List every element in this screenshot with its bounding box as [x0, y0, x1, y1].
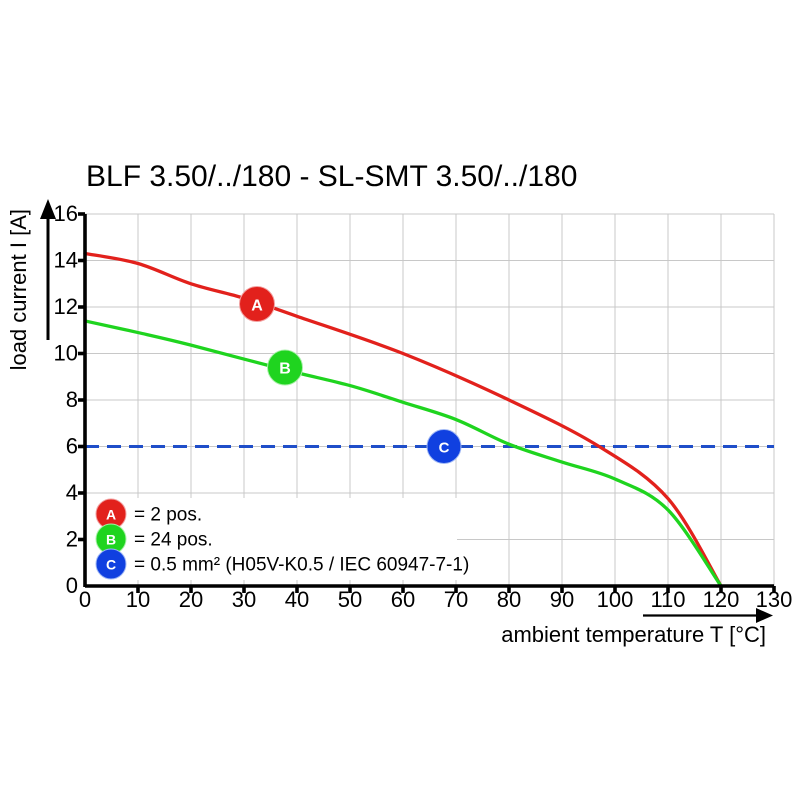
- svg-text:20: 20: [179, 587, 203, 612]
- svg-text:14: 14: [54, 248, 78, 273]
- svg-text:120: 120: [703, 587, 740, 612]
- svg-text:40: 40: [285, 587, 309, 612]
- svg-text:= 0.5 mm² (H05V-K0.5 / IEC 609: = 0.5 mm² (H05V-K0.5 / IEC 60947-7-1): [134, 555, 469, 576]
- svg-text:80: 80: [497, 587, 521, 612]
- svg-text:100: 100: [597, 587, 634, 612]
- svg-text:A: A: [106, 507, 116, 523]
- svg-text:A: A: [251, 298, 263, 315]
- svg-text:0: 0: [79, 587, 91, 612]
- svg-text:130: 130: [756, 587, 793, 612]
- svg-text:ambient temperature T [°C]: ambient temperature T [°C]: [501, 622, 766, 647]
- svg-text:110: 110: [650, 587, 685, 612]
- svg-text:2: 2: [66, 527, 78, 552]
- svg-text:B: B: [106, 532, 116, 548]
- svg-text:C: C: [439, 440, 450, 457]
- svg-text:4: 4: [66, 480, 78, 505]
- svg-text:0: 0: [66, 573, 78, 598]
- svg-text:12: 12: [54, 294, 78, 319]
- svg-text:70: 70: [444, 587, 468, 612]
- svg-text:B: B: [279, 361, 291, 378]
- svg-text:60: 60: [391, 587, 415, 612]
- svg-text:6: 6: [66, 434, 78, 459]
- svg-text:load current I [A]: load current I [A]: [6, 209, 31, 370]
- svg-text:8: 8: [66, 387, 78, 412]
- svg-text:C: C: [106, 557, 116, 573]
- svg-text:10: 10: [54, 341, 78, 366]
- svg-text:= 24 pos.: = 24 pos.: [134, 530, 213, 551]
- svg-text:= 2 pos.: = 2 pos.: [134, 505, 202, 526]
- svg-text:90: 90: [550, 587, 574, 612]
- svg-text:50: 50: [338, 587, 362, 612]
- svg-text:16: 16: [54, 201, 78, 226]
- svg-text:10: 10: [126, 587, 150, 612]
- svg-text:30: 30: [232, 587, 256, 612]
